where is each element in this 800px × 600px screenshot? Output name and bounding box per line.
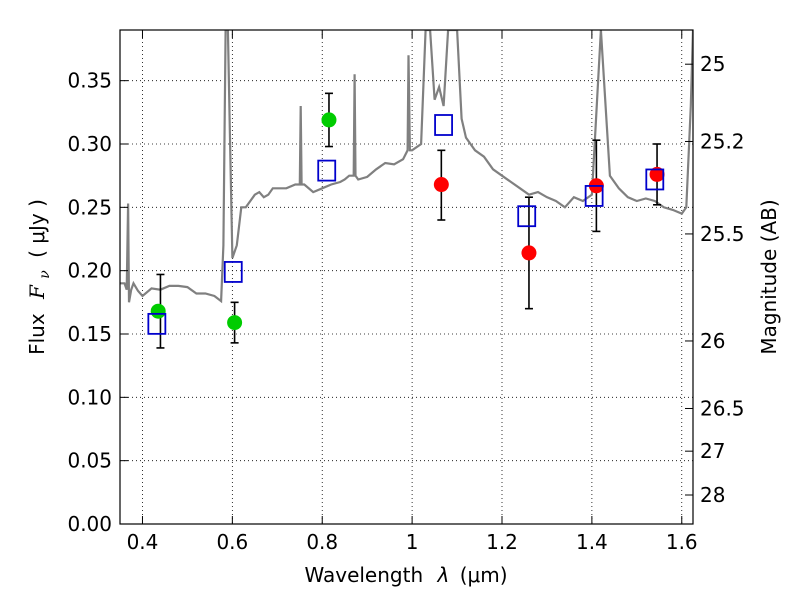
model-square-marker — [223, 261, 243, 283]
model-square-marker — [645, 168, 665, 191]
y2-tick-label: 28 — [700, 483, 725, 507]
x-tick-label: 1.6 — [666, 530, 698, 554]
model-square-marker — [517, 205, 537, 228]
x-axis-title: Wavelength λ (μm) — [304, 563, 507, 587]
y2-tick-label: 27 — [700, 439, 725, 463]
y2-axis-title: Magnitude (AB) — [757, 199, 781, 354]
x-axis-title-prefix: Wavelength — [304, 563, 423, 587]
x-tick-label: 1.4 — [576, 530, 608, 554]
x-tick-label: 0.8 — [306, 530, 338, 554]
y2-tick-label: 25 — [700, 52, 725, 76]
data-point-marker — [227, 315, 243, 331]
y-tick-label: 0.15 — [67, 322, 112, 346]
plot-area — [120, 30, 693, 349]
y2-tick-label: 25.5 — [700, 222, 745, 246]
axis-ticks: 0.4 0.6 0.8 1 1.2 1.4 1.6 0.00 0.05 0.10 0.15 0.20 0… — [67, 30, 745, 554]
model-square-marker — [434, 114, 453, 136]
x-axis-title-symbol: λ — [437, 563, 450, 587]
y-tick-label: 0.10 — [67, 385, 112, 409]
y-axis-title-symbol: F — [25, 284, 49, 300]
y-axis-title: Flux F ν ( μJy ) — [25, 199, 54, 355]
y-tick-label: 0.30 — [67, 132, 112, 156]
y2-tick-label: 26 — [700, 329, 725, 353]
x-tick-label: 1.2 — [486, 530, 518, 554]
plot-frame — [119, 29, 694, 525]
model-square-marker — [584, 185, 604, 207]
data-point-marker — [150, 303, 166, 319]
x-tick-label: 1 — [406, 530, 419, 554]
y-tick-label: 0.20 — [67, 259, 112, 283]
grid-lines — [120, 30, 693, 525]
x-tick-label: 0.4 — [127, 530, 159, 554]
data-point-marker — [649, 166, 665, 182]
y2-tick-label: 26.5 — [700, 396, 745, 420]
y2-tick-label: 25.2 — [700, 129, 745, 153]
y-tick-label: 0.00 — [67, 512, 112, 536]
model-spectrum-line — [120, 30, 693, 304]
y-axis-title-symbol-sub: ν — [37, 270, 53, 279]
data-point-marker — [521, 245, 537, 261]
model-square-marker — [317, 159, 337, 182]
model-square-marker — [147, 312, 167, 335]
y-axis-title-unit: ( μJy ) — [25, 199, 49, 258]
x-axis-title-unit: (μm) — [460, 563, 508, 587]
x-tick-label: 0.6 — [216, 530, 248, 554]
y-axis-title-prefix: Flux — [25, 313, 49, 355]
y-tick-label: 0.25 — [67, 195, 112, 219]
y-tick-label: 0.05 — [67, 449, 112, 473]
data-point-marker — [321, 112, 337, 128]
y-tick-label: 0.35 — [67, 69, 112, 93]
data-point-marker — [433, 177, 449, 193]
